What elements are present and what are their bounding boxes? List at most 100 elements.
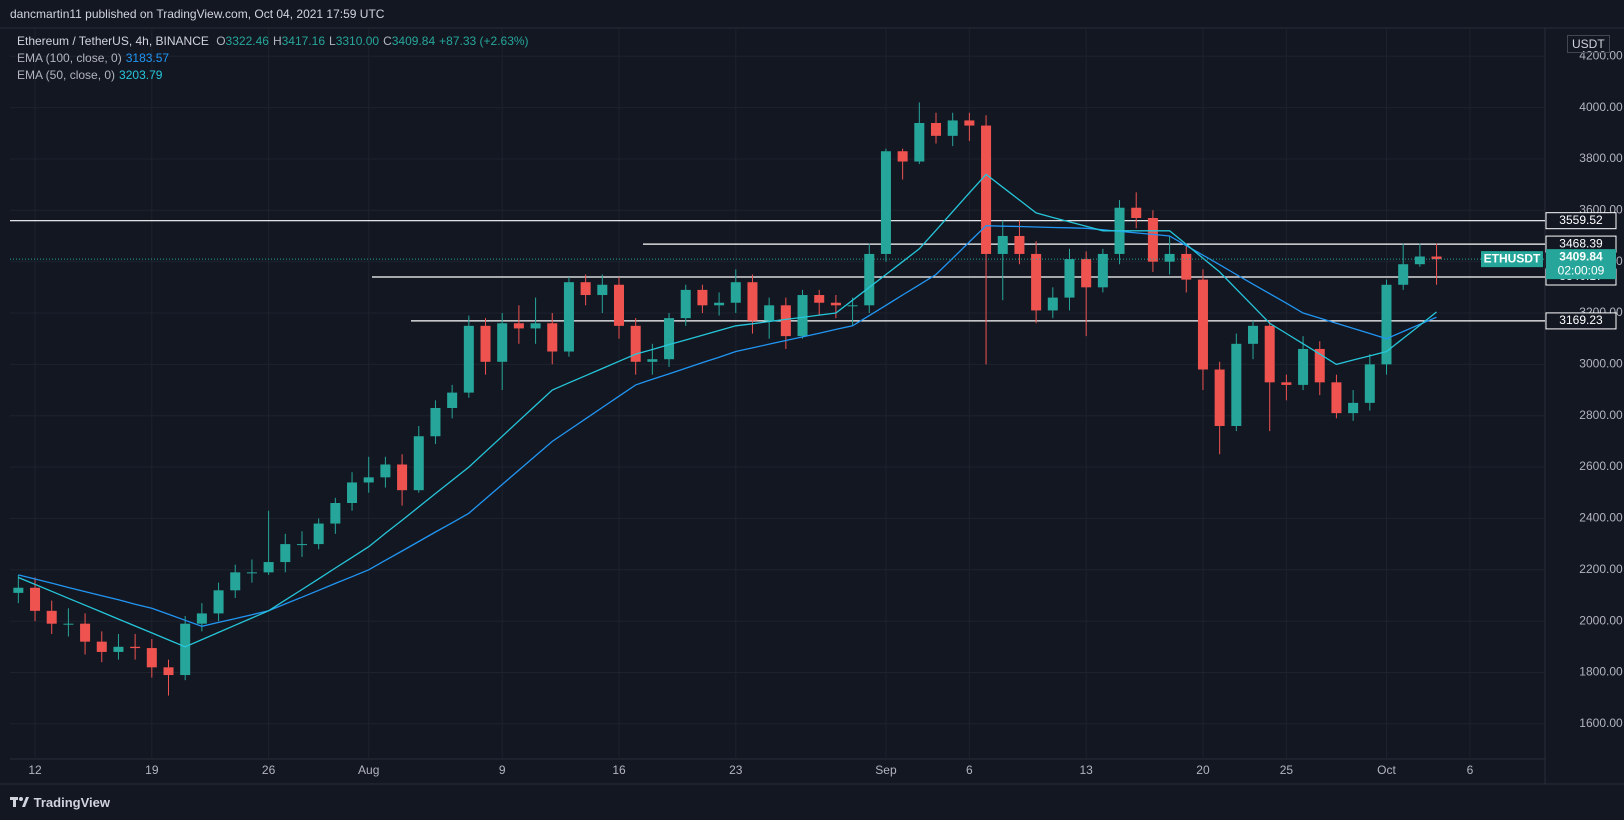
- candle-body: [163, 667, 174, 676]
- x-tick-label: 12: [28, 763, 42, 777]
- indicator-value: 3203.79: [119, 68, 163, 82]
- candle-body: [647, 359, 658, 362]
- level-label-box: [1545, 212, 1617, 230]
- level-label: 3468.39: [1559, 236, 1603, 250]
- candle-body: [246, 572, 257, 574]
- candle-body: [447, 392, 458, 409]
- ema-line: [18, 173, 1437, 648]
- candle-body: [313, 523, 324, 545]
- candle-body: [664, 318, 675, 360]
- candle-body: [146, 648, 157, 668]
- candle-body: [430, 408, 441, 437]
- y-tick-label: 4200.00: [1579, 48, 1623, 62]
- y-tick-label: 4000.00: [1579, 100, 1623, 114]
- candle-body: [847, 305, 858, 307]
- candle-body: [1364, 364, 1375, 403]
- candle-body: [797, 295, 808, 337]
- candle-body: [580, 282, 591, 296]
- candle-body: [1414, 256, 1425, 265]
- y-tick-label: 3000.00: [1579, 357, 1623, 371]
- candle-body: [213, 590, 224, 614]
- candle-body: [397, 464, 408, 491]
- x-tick-label: 26: [262, 763, 276, 777]
- candle-body: [513, 323, 524, 329]
- y-tick-label: 2000.00: [1579, 613, 1623, 627]
- candle-body: [1081, 259, 1092, 288]
- legend-row: EMA (100, close, 0) 3183.57: [17, 51, 169, 65]
- candle-body: [1298, 348, 1309, 385]
- candle-body: [296, 544, 307, 546]
- ohlc-key: O: [216, 34, 226, 48]
- candle-body: [63, 623, 74, 625]
- candle-body: [1197, 279, 1208, 370]
- ohlc-key: C: [383, 34, 392, 48]
- candle-body: [113, 646, 124, 652]
- y-tick-label: 2600.00: [1579, 459, 1623, 473]
- brand: TradingView: [10, 795, 110, 810]
- candle-body: [864, 253, 875, 306]
- level-label: 3169.23: [1559, 313, 1603, 327]
- ohlc-key: L: [329, 34, 336, 48]
- symbol: Ethereum / TetherUS, 4h, BINANCE: [17, 34, 209, 48]
- ohlc-value: 3322.46: [225, 34, 269, 48]
- candle-body: [1147, 218, 1158, 262]
- candle-body: [1031, 253, 1042, 311]
- header-bar: [0, 0, 1624, 28]
- candle-body: [347, 482, 358, 504]
- candle-body: [196, 613, 207, 624]
- x-tick-label: Oct: [1377, 763, 1396, 777]
- candle-body: [697, 289, 708, 306]
- y-tick-label: 2200.00: [1579, 562, 1623, 576]
- symbol-tag: ETHUSDT: [1484, 251, 1541, 265]
- candle-body: [13, 587, 24, 593]
- candle-body: [1214, 369, 1225, 426]
- candle-body: [764, 305, 775, 321]
- level-label-box: [1545, 312, 1617, 330]
- candle-body: [547, 323, 558, 352]
- x-tick-label: 25: [1280, 763, 1294, 777]
- candle-body: [330, 503, 341, 524]
- y-tick-label: 1800.00: [1579, 665, 1623, 679]
- candle-body: [1014, 235, 1025, 254]
- candle-body: [413, 436, 424, 491]
- ohlc-value: 3417.16: [281, 34, 325, 48]
- brand-name: TradingView: [33, 795, 110, 810]
- legend-row: Ethereum / TetherUS, 4h, BINANCE O3322.4…: [17, 34, 529, 48]
- candle-body: [964, 120, 975, 126]
- candle-body: [263, 562, 274, 573]
- candle-body: [480, 325, 491, 362]
- last-price-label: 3409.84: [1559, 249, 1603, 263]
- candle-body: [1381, 284, 1392, 365]
- candle-body: [1264, 325, 1275, 383]
- legend-row: EMA (50, close, 0) 3203.79: [17, 68, 162, 82]
- candle-body: [380, 464, 391, 478]
- candle-body: [1231, 343, 1242, 426]
- candle-body: [180, 623, 191, 676]
- candle-body: [1131, 207, 1142, 219]
- countdown: 02:00:09: [1558, 263, 1605, 277]
- candle-body: [1314, 348, 1325, 383]
- y-tick-label: 3800.00: [1579, 151, 1623, 165]
- candle-body: [463, 325, 474, 393]
- candle-body: [563, 282, 574, 352]
- candle-body: [830, 302, 841, 306]
- candle-body: [230, 572, 241, 591]
- x-tick-label: 20: [1196, 763, 1210, 777]
- candle-body: [814, 295, 825, 303]
- y-tick-label: 2400.00: [1579, 511, 1623, 525]
- candle-body: [530, 323, 541, 329]
- currency: USDT: [1567, 35, 1610, 53]
- symbol-tag-box: [1481, 251, 1543, 268]
- x-tick-label: 6: [966, 763, 973, 777]
- ema-line: [18, 225, 1437, 627]
- candle-body: [80, 623, 91, 642]
- candle-body: [30, 587, 41, 611]
- candle-body: [780, 305, 791, 337]
- x-tick-label: 6: [1467, 763, 1474, 777]
- candle-body: [46, 610, 57, 624]
- x-tick-label: Aug: [358, 763, 379, 777]
- ohlc-value: 3409.84: [391, 34, 436, 48]
- candle-body: [947, 120, 958, 136]
- candle-body: [613, 284, 624, 326]
- indicator-name: EMA (50, close, 0): [17, 68, 116, 82]
